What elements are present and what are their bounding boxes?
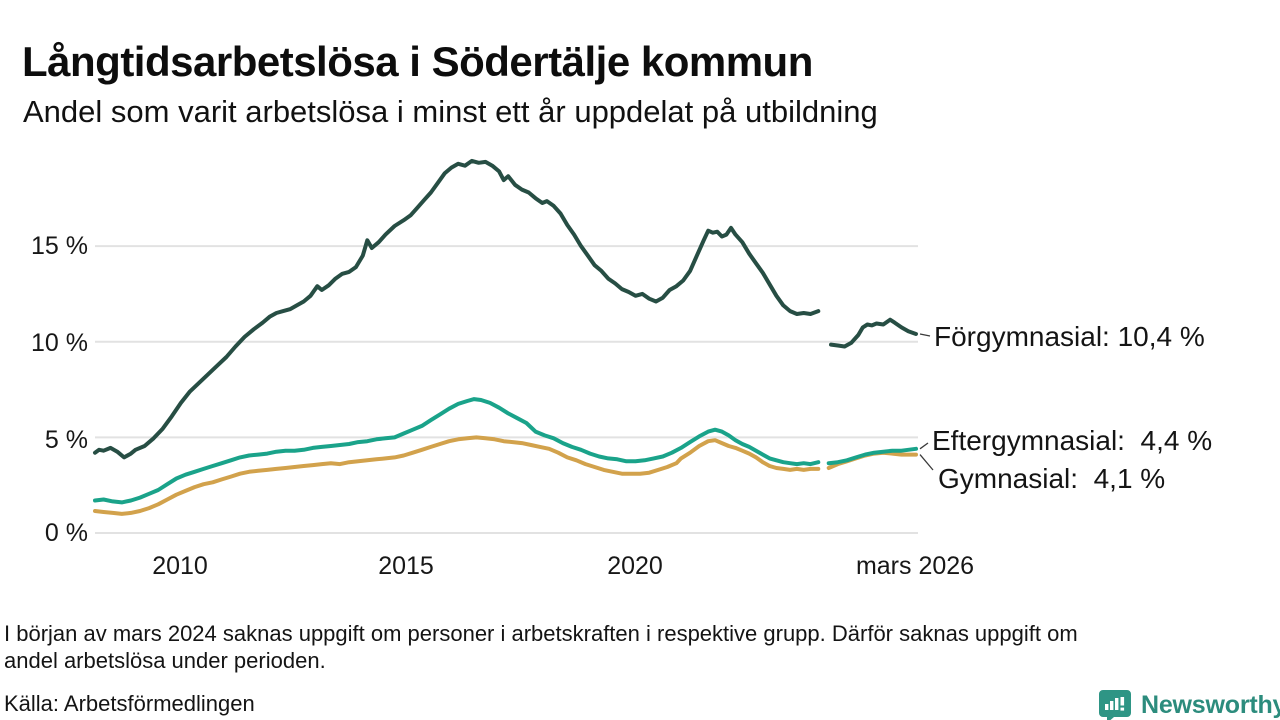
series-end-label-forgymnasial: Förgymnasial: 10,4 % — [934, 321, 1205, 352]
y-axis-tick-10: 10 % — [31, 329, 88, 357]
series-end-label-gymnasial: Gymnasial: 4,1 % — [938, 463, 1166, 494]
y-axis-tick-0: 0 % — [44, 519, 88, 547]
newsworthy-wordmark: Newsworthy — [1141, 691, 1280, 719]
page-subtitle: Andel som varit arbetslösa i minst ett å… — [23, 94, 878, 129]
source-note: Källa: Arbetsförmedlingen — [4, 691, 255, 716]
newsworthy-logo: Newsworthy — [1098, 689, 1280, 720]
page-title: Långtidsarbetslösa i Södertälje kommun — [22, 38, 813, 86]
y-axis-tick-5: 5 % — [44, 426, 88, 454]
footnote-line-2: andel arbetslösa under perioden. — [4, 648, 326, 673]
series-end-label-eftergymnasial: Eftergymnasial: 4,4 % — [932, 425, 1213, 456]
x-axis-tick-2010: 2010 — [152, 552, 208, 580]
footnote-line-1: I början av mars 2024 saknas uppgift om … — [4, 621, 1078, 646]
footnote: I början av mars 2024 saknas uppgift om … — [4, 620, 1254, 674]
x-axis-tick-mars2026: mars 2026 — [855, 552, 975, 580]
y-axis-tick-15: 15 % — [31, 232, 88, 260]
x-axis-tick-2020: 2020 — [607, 552, 663, 580]
x-axis-tick-2015: 2015 — [378, 552, 434, 580]
newsworthy-icon — [1098, 689, 1132, 720]
